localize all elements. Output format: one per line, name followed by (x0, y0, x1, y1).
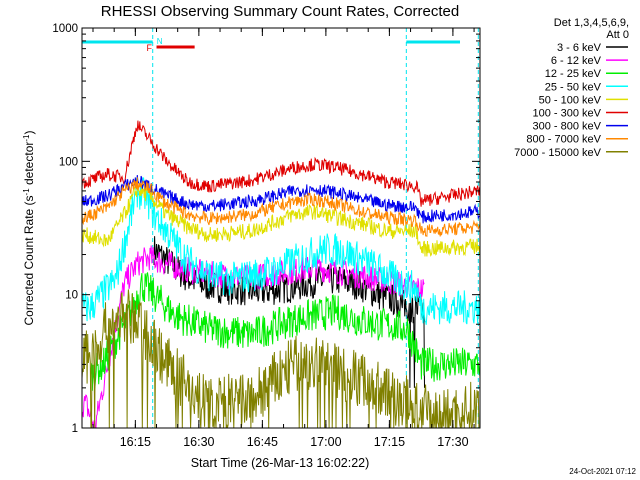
series-group (82, 120, 480, 428)
legend-label: 50 - 100 keV (539, 94, 602, 106)
series-line-8 (82, 289, 480, 428)
y-axis-label: Corrected Count Rate (s-1 detector-1) (22, 130, 37, 325)
legend-label: 7000 - 15000 keV (514, 147, 602, 159)
legend-label: 800 - 7000 keV (526, 134, 601, 146)
plot-area: NF 1 10 100 1000 16:15 16:30 16:45 17:00 17:15 17:… (52, 23, 628, 449)
x-tick-label: 16:15 (120, 435, 151, 449)
x-tick-label: 17:00 (310, 435, 341, 449)
night-flag-label: N (157, 37, 163, 46)
y-tick-label: 100 (59, 156, 78, 168)
series-line-2 (90, 271, 480, 391)
y-tick-label: 1000 (52, 23, 78, 35)
x-tick-label: 17:15 (374, 435, 405, 449)
x-axis-label: Start Time (26-Mar-13 16:02:22) (191, 456, 370, 470)
x-tick-label: 16:30 (183, 435, 214, 449)
legend-label: 300 - 800 keV (533, 121, 602, 133)
legend-label: 3 - 6 keV (557, 42, 602, 54)
legend-label: 25 - 50 keV (545, 81, 602, 93)
y-tick-label: 1 (72, 423, 78, 435)
legend-label: 100 - 300 keV (533, 108, 602, 120)
plot-frame (81, 27, 481, 429)
legend-header-line-1: Det 1,3,4,5,6,9, (554, 17, 629, 29)
legend-label: 6 - 12 keV (551, 55, 602, 67)
series-line-3 (82, 177, 480, 325)
legend-header-line-2: Att 0 (606, 29, 629, 41)
y-tick-label: 10 (65, 290, 78, 302)
x-tick-label: 16:45 (247, 435, 278, 449)
x-tick-label: 17:30 (437, 435, 468, 449)
series-line-7 (82, 177, 480, 238)
flare-flag-label: F (147, 43, 153, 53)
chart-title: RHESSI Observing Summary Count Rates, Co… (101, 3, 459, 20)
footer-date: 24-Oct-2021 07:12 (569, 467, 636, 476)
legend-label: 12 - 25 keV (545, 68, 602, 80)
series-line-5 (82, 120, 480, 207)
